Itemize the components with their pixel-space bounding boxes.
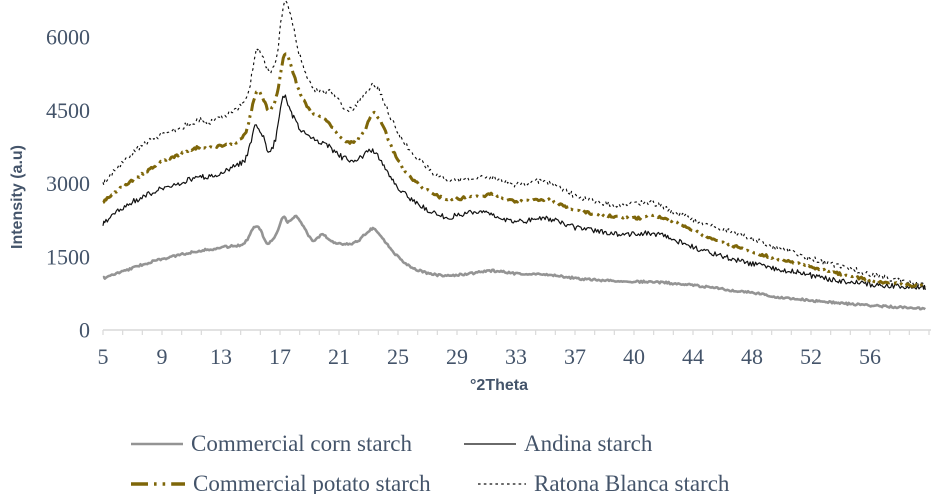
series-commercial-corn-starch-line [102, 214, 926, 311]
x-tick-label: 29 [446, 344, 468, 369]
x-tick-label: 40 [623, 344, 645, 369]
x-tick-label: 33 [505, 344, 527, 369]
ratona-line-sample-icon [478, 483, 526, 485]
legend-item-ratona: Ratona Blanca starch [477, 471, 729, 494]
corn-line-sample-icon [131, 442, 183, 446]
series-andina-starch-line [102, 94, 926, 291]
series-layer [102, 0, 927, 311]
x-axis-title: °2Theta [470, 377, 528, 394]
andina-line-sample-icon [464, 443, 516, 445]
series-commercial-potato-starch-line [102, 52, 927, 289]
x-tick-label: 9 [157, 344, 168, 369]
legend-item-andina: Andina starch [463, 431, 652, 457]
x-tick-label: 52 [800, 344, 822, 369]
x-tick-label: 25 [387, 344, 409, 369]
plot-area: Intensity (a.u) °2Theta 5 9 13 17 21 25 29 33 37… [9, 0, 931, 394]
legend-label-corn: Commercial corn starch [191, 431, 412, 456]
y-tick-label: 4500 [46, 98, 90, 123]
x-tick-label: 13 [210, 344, 232, 369]
x-tick-label: 21 [328, 344, 350, 369]
x-tick-label: 5 [98, 344, 109, 369]
y-tick-label: 0 [79, 318, 90, 343]
legend-item-corn: Commercial corn starch [130, 431, 412, 457]
legend-label-ratona: Ratona Blanca starch [534, 471, 730, 494]
x-tick-label: 44 [682, 344, 704, 369]
x-tick-label: 37 [564, 344, 586, 369]
axis-layer: 5 9 13 17 21 25 29 33 37 40 44 48 52 56 0 1500 3000 4500 6… [46, 25, 931, 369]
legend-label-andina: Andina starch [524, 431, 653, 456]
x-tick-label: 56 [859, 344, 881, 369]
potato-line-sample-icon [131, 482, 185, 486]
y-tick-label: 3000 [46, 171, 90, 196]
legend-label-potato: Commercial potato starch [193, 471, 431, 494]
legend-item-potato: Commercial potato starch [130, 471, 431, 494]
x-tick-label: 48 [741, 344, 763, 369]
y-tick-label: 1500 [46, 244, 90, 269]
y-tick-label: 6000 [46, 25, 90, 50]
x-tick-label: 17 [269, 344, 291, 369]
y-axis-title: Intensity (a.u) [9, 145, 26, 249]
